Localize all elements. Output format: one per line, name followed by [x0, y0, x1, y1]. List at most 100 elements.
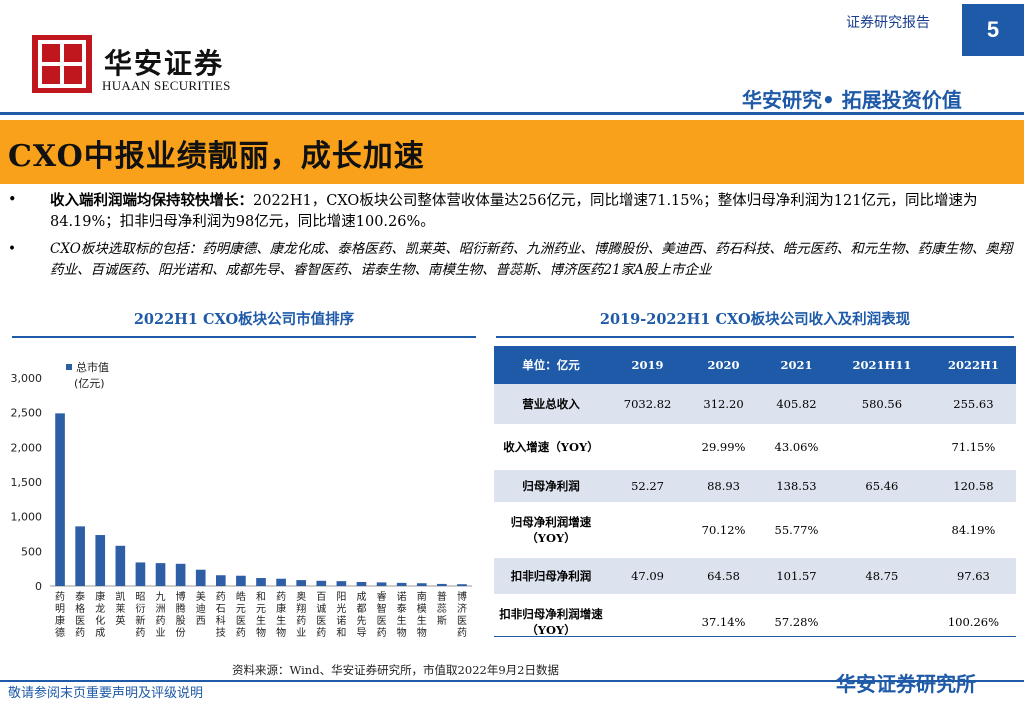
x-tick-label-char: 药	[316, 627, 326, 639]
x-tick-label-char: 模	[417, 603, 427, 615]
x-tick-label-char: 翔	[296, 602, 306, 615]
bar	[336, 581, 347, 586]
x-tick-label-char: 股	[176, 615, 186, 627]
x-tick-label-char: 泰	[397, 602, 407, 615]
bar	[416, 583, 427, 586]
x-tick-label-char: 石	[216, 604, 226, 615]
x-tick-label-char: 普	[437, 590, 447, 603]
x-tick-label: 昭衍新药	[135, 591, 145, 639]
table-bottom-rule	[494, 636, 1016, 637]
bar	[195, 569, 206, 586]
x-tick-label: 和元生物	[256, 591, 266, 639]
table-cell: 7032.82	[608, 384, 688, 424]
x-tick-label-char: 业	[156, 627, 166, 639]
x-tick-label: 博腾股份	[176, 590, 186, 639]
x-tick-label-char: 英	[115, 614, 125, 627]
x-tick-label-char: 凯	[115, 590, 125, 603]
table-row: 扣非归母净利润 47.09 64.58 101.57 48.75 97.63	[494, 558, 1016, 594]
table-cell: 47.09	[608, 558, 688, 594]
table-cell: 405.82	[760, 384, 833, 424]
x-tick-label-char: 技	[216, 626, 226, 639]
table-row: 归母净利润增速（YOY） 70.12% 55.77% 84.19%	[494, 502, 1016, 558]
bullet-item-constituents: • CXO板块选取标的包括：药明康德、康龙化成、泰格医药、凯莱英、昭衍新药、九洲…	[8, 239, 1014, 281]
x-tick-label-char: 都	[356, 603, 366, 615]
table-cell: 255.63	[930, 384, 1016, 424]
x-tick-label-char: 睿	[377, 590, 387, 603]
table-cell	[608, 594, 687, 650]
table-cell: 312.20	[687, 384, 761, 424]
logo-english-name: HUAAN SECURITIES	[102, 78, 231, 93]
bar	[175, 563, 186, 586]
x-tick-label-char: 业	[296, 627, 306, 639]
x-tick-label-char: 百	[316, 591, 326, 603]
logo-chinese-name: 华安证券	[104, 47, 225, 80]
x-tick-label-char: 药	[457, 627, 467, 639]
x-tick-label-char: 康	[276, 602, 286, 615]
x-tick-label-char: 莱	[115, 603, 125, 615]
x-tick-label-char: 西	[196, 616, 206, 627]
x-tick-label-char: 药	[216, 591, 226, 603]
x-tick-label-char: 新	[135, 614, 145, 627]
header-divider	[0, 112, 1024, 115]
x-tick-label-char: 成	[95, 627, 105, 639]
x-tick-label-char: 康	[95, 590, 105, 603]
x-tick-label-char: 生	[397, 614, 407, 627]
x-tick-label: 博济医药	[457, 590, 467, 639]
table-cell: 55.77%	[774, 523, 819, 537]
x-tick-label: 药石科技	[216, 591, 226, 639]
table-cell: 37.14%	[701, 615, 746, 629]
table-cell	[833, 594, 931, 650]
row-label: 归母净利润	[494, 470, 608, 502]
source-note: 资料来源：Wind、华安证券研究所，市值取2022年9月2日数据	[232, 663, 559, 677]
disclaimer-link[interactable]: 敬请参阅末页重要声明及评级说明	[8, 686, 204, 701]
x-tick-label-char: 份	[176, 627, 186, 639]
x-tick-label-char: 药	[55, 591, 65, 603]
x-tick-label-char: 腾	[176, 602, 186, 615]
x-tick-label-char: 昭	[135, 591, 145, 603]
bar	[75, 526, 85, 586]
bar	[437, 583, 447, 586]
x-tick-label-char: 衍	[135, 602, 145, 615]
x-tick-label-char: 皓	[236, 591, 246, 603]
x-tick-label: 成都先导	[356, 591, 366, 639]
x-tick-label: 阳光诺和	[336, 591, 346, 639]
x-tick-label-char: 奥	[296, 590, 306, 603]
x-tick-label-char: 龙	[95, 602, 105, 615]
table-row: 归母净利润 52.27 88.93 138.53 65.46 120.58	[494, 470, 1016, 502]
x-tick-label-char: 迪	[196, 603, 206, 615]
x-tick-label-char: 物	[397, 626, 407, 639]
table-header-cell: 2022H1	[930, 346, 1016, 384]
x-tick-label-char: 诚	[316, 603, 326, 615]
table-cell: 48.75	[832, 558, 931, 594]
table-cell	[608, 502, 687, 558]
x-tick-label-char: 智	[377, 602, 387, 615]
institute-name: 华安证券研究所	[836, 672, 976, 696]
x-tick-label-char: 泰	[75, 590, 85, 603]
table-row: 扣非归母净利润增速（YOY） 37.14% 57.28% 100.26%	[494, 594, 1016, 650]
page-title: CXO中报业绩靓丽，成长加速	[8, 139, 425, 174]
x-tick-label: 凯莱英	[115, 590, 125, 627]
x-tick-label-char: 蕊	[437, 603, 447, 615]
table-cell: 29.99%	[701, 440, 746, 454]
bar	[115, 545, 126, 586]
x-tick-label-char: 洲	[156, 603, 166, 615]
legend-unit: (亿元)	[74, 377, 105, 390]
bar	[316, 580, 327, 586]
table-cell: 71.15%	[951, 440, 996, 454]
table-cell: 65.46	[832, 470, 931, 502]
title-band	[0, 120, 1024, 184]
x-tick-label-char: 美	[196, 590, 206, 603]
y-tick-label: 3,000	[11, 372, 43, 385]
bar	[155, 563, 166, 586]
x-tick-label-char: 诺	[397, 591, 407, 603]
table-header-row: 单位：亿元 2019 2020 2021 2021H11 2022H1	[494, 346, 1016, 384]
bar	[95, 535, 106, 586]
x-tick-label-char: 生	[276, 614, 286, 627]
table-header-cell: 单位：亿元	[494, 346, 608, 384]
x-tick-label-char: 斯	[437, 614, 447, 627]
x-tick-label-char: 诺	[336, 615, 346, 627]
table-cell: 84.19%	[951, 523, 996, 537]
x-tick-label: 奥翔药业	[296, 590, 306, 639]
market-cap-bar-chart: 05001,0001,5002,0002,5003,000药明康德泰格医药康龙化…	[11, 360, 472, 639]
bar	[276, 578, 286, 586]
